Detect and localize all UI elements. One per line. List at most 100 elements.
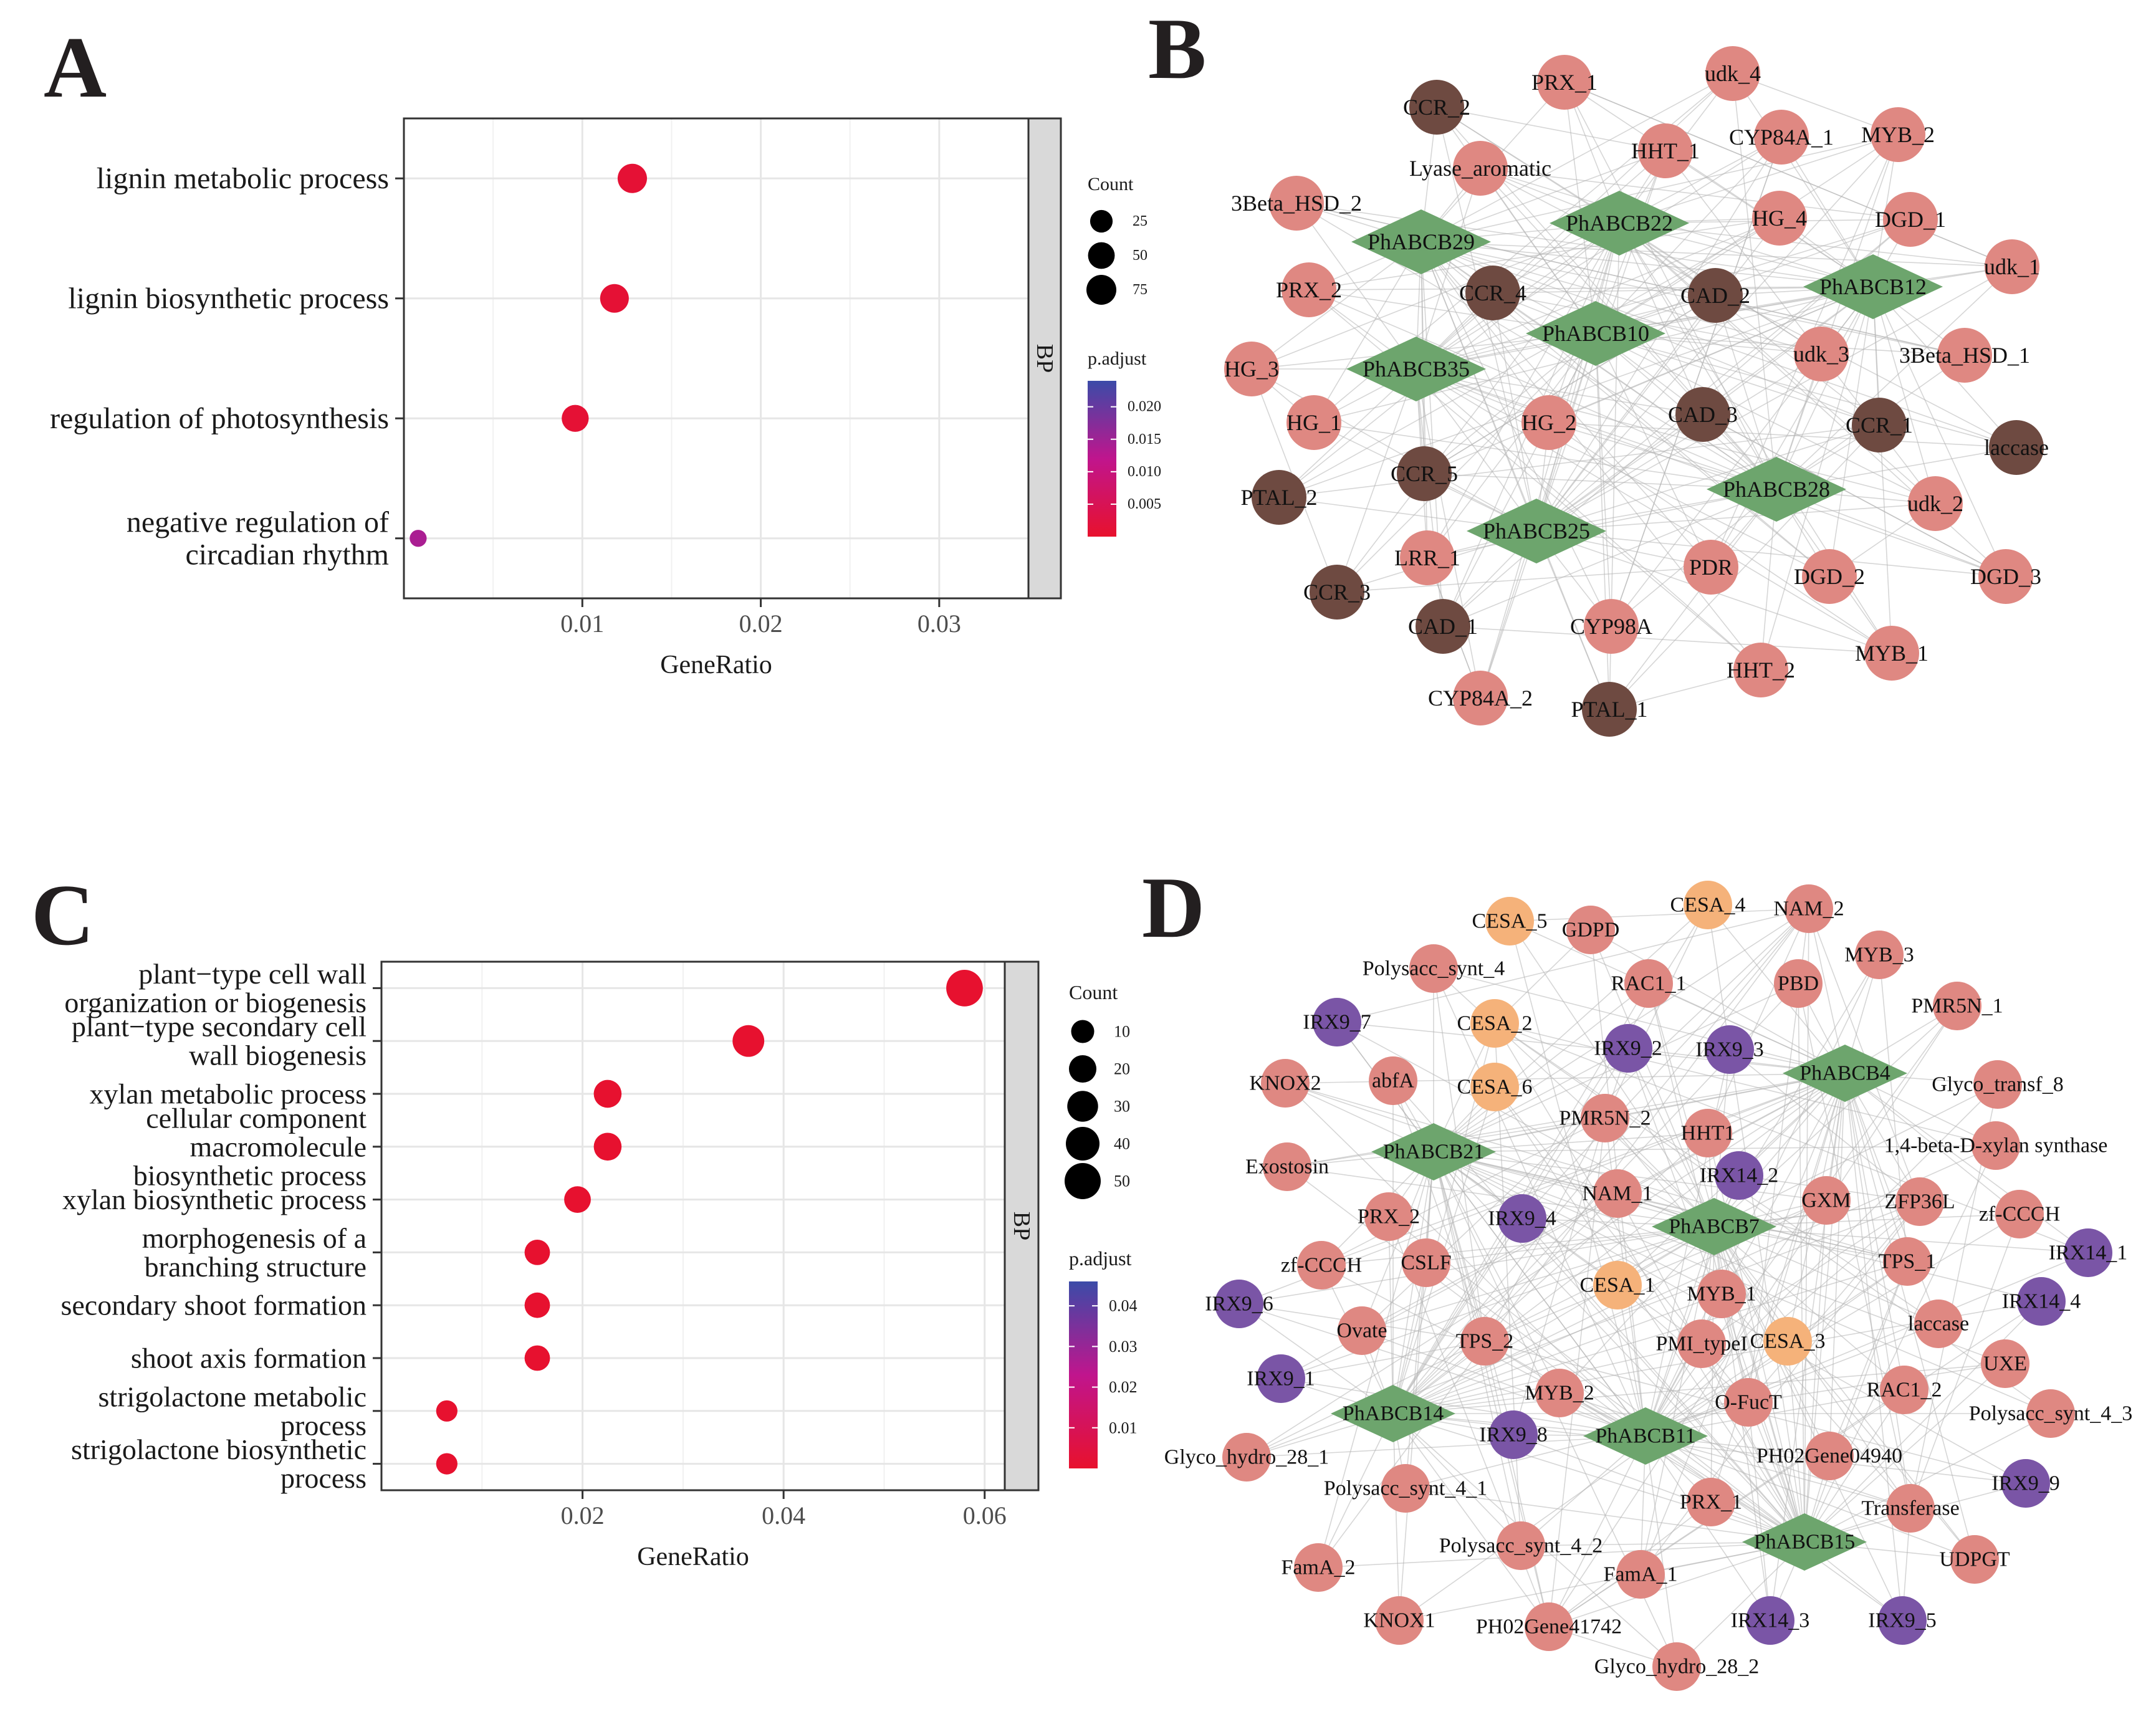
edge [1416,219,1911,370]
gene-node-label: NAM_1 [1582,1182,1652,1205]
edge [1424,295,1716,474]
gene-node-label: MYB_2 [1861,122,1935,147]
gene-node-label: MYB_1 [1687,1283,1756,1306]
gene-node-label: 1,4-beta-D-xylan synthase [1884,1134,2108,1157]
edge [1421,241,1537,532]
count-legend-label: 40 [1114,1135,1130,1153]
gene-node [1677,1319,1726,1368]
edge [1548,1541,1805,1627]
gene-node [1914,1300,1963,1348]
gene-node-label: PMR5N_1 [1911,995,2003,1018]
gene-node [1972,1121,2020,1170]
data-point [436,1453,458,1475]
gene-node-label: abfA [1372,1070,1414,1093]
category-label: cellular component [146,1102,367,1134]
gene-node-label: CESA_4 [1670,894,1746,917]
edge [1564,82,2013,267]
gene-node [1338,1306,1386,1355]
gene-node [1774,959,1823,1008]
edge [1748,1201,1920,1403]
edge [1640,1201,1920,1575]
data-point [562,405,589,432]
edge [1645,1435,1771,1621]
gene-node [1883,1237,1932,1286]
gene-node [1675,387,1730,442]
edge [1318,1151,1434,1568]
gene-node-label: 3Beta_HSD_1 [1899,343,2030,368]
edge [1536,218,1780,532]
edge [1715,295,1777,490]
gene-node-label: PH02Gene04940 [1756,1445,1902,1468]
edge [1246,1435,1646,1458]
gene-node-label: PRX_1 [1531,70,1598,95]
edge [1392,1413,1521,1546]
gene-node-label: zf-CCCH [1281,1254,1362,1277]
edge [1280,1378,1646,1437]
edge [1844,1073,2020,1215]
edge [1313,241,1422,423]
count-legend-title: Count [1069,981,1118,1003]
category-label: xylan metabolic process [89,1078,367,1110]
x-tick-label: 0.02 [739,610,783,638]
edge [1392,1413,1805,1543]
gene-node-label: UXE [1983,1352,2027,1376]
edge [1361,1151,1434,1331]
gene-node-label: UDPGT [1939,1548,2010,1571]
gene-node-label: PRX_1 [1680,1491,1742,1514]
gene-node-label: RAC1_2 [1867,1379,1942,1402]
edge [1702,286,1874,415]
edge [1559,1392,1911,1509]
edge [1804,1261,1908,1543]
gene-node-label: CCR_5 [1391,461,1458,486]
edge [1336,1022,1846,1074]
gene-node [1604,1024,1652,1073]
gene-node-label: HHT1 [1681,1122,1735,1145]
edge [1442,489,1777,627]
edge [1595,333,2017,448]
gene-node [1593,1169,1642,1218]
hub-node [1526,301,1665,366]
gene-node [1535,1369,1584,1417]
edge [1776,286,1874,490]
count-legend-label: 25 [1133,213,1147,229]
gene-node-label: udk_2 [1907,491,1963,516]
gene-node [1908,476,1963,531]
gene-node-label: CESA_2 [1457,1012,1533,1035]
hub-node [1331,1385,1455,1442]
gene-node-label: HG_4 [1752,206,1807,231]
edge [1436,107,1666,151]
data-point [732,1025,765,1057]
edge [1392,1413,1550,1627]
gene-node [1310,565,1364,620]
edge [1280,1341,1485,1379]
category-label: wall biogenesis [189,1040,367,1071]
edge [1480,168,1911,220]
gene-node-label: 3Beta_HSD_2 [1231,191,1362,216]
edge [1595,333,1612,627]
gene-node-label: CCR_2 [1403,95,1470,120]
gene-node-label: zf-CCCH [1979,1203,2060,1226]
category-label: negative regulation of [127,505,389,539]
gene-node-label: PTAL_1 [1571,697,1647,722]
data-point [600,284,629,313]
gene-node-label: TPS_2 [1456,1330,1514,1353]
edge [1494,1023,2089,1253]
colorbar-tick-label: 0.010 [1128,464,1161,480]
edge [1405,1402,1749,1489]
edge [1590,929,1846,1074]
plot-background [381,962,1005,1490]
category-label: shoot axis formation [131,1343,367,1374]
gene-node-label: IRX14_3 [1731,1609,1810,1632]
gene-node [1224,342,1279,396]
edge [1361,1330,1646,1437]
edge [1559,1392,1805,1543]
edge [1609,424,1880,710]
edge [1336,1022,1715,1227]
gene-node-label: CSLF [1401,1252,1451,1275]
edge [1732,73,1899,135]
x-axis-label: GeneRatio [660,651,772,679]
gene-node-label: MYB_2 [1525,1382,1594,1405]
edge [1494,1023,1996,1146]
edge [1595,219,1911,334]
edge [1804,908,1809,1543]
